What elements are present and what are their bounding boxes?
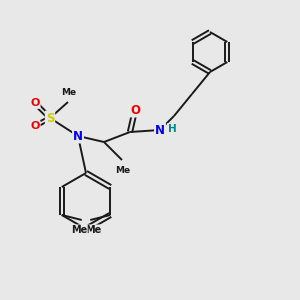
Text: S: S (46, 112, 54, 124)
Text: O: O (30, 98, 40, 108)
Text: Me: Me (71, 225, 87, 235)
Text: Me: Me (85, 225, 101, 235)
Text: O: O (130, 103, 140, 116)
Text: O: O (30, 121, 40, 131)
Text: N: N (155, 124, 165, 136)
Text: H: H (168, 124, 176, 134)
Text: Me: Me (116, 166, 130, 175)
Text: N: N (73, 130, 83, 142)
Text: Me: Me (61, 88, 76, 97)
